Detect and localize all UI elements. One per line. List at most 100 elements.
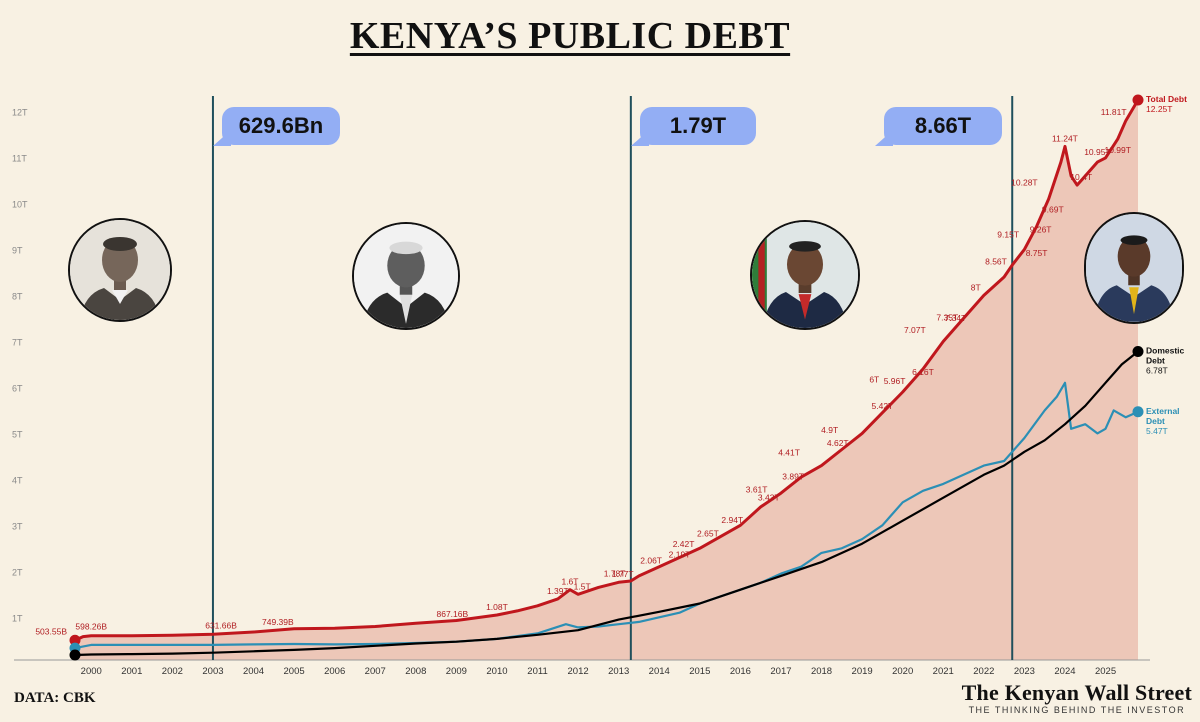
total-point-label: 2.42T (673, 539, 695, 549)
total-point-label: 6T (869, 374, 879, 384)
total-point-label: 10.95T (1084, 147, 1110, 157)
y-tick-label: 8T (12, 291, 23, 301)
total-point-label: 503.55B (35, 626, 67, 636)
y-tick-label: 11T (12, 153, 27, 163)
total-point-label: 1.08T (486, 602, 508, 612)
x-tick-label: 2005 (284, 666, 305, 677)
domestic-end-name: Debt (1146, 356, 1165, 366)
domestic-end-value: 6.78T (1146, 366, 1168, 376)
page-title: KENYA’S PUBLIC DEBT (0, 14, 1140, 58)
x-tick-label: 2012 (568, 666, 589, 677)
external-end-name: Debt (1146, 416, 1165, 426)
brand-logo: The Kenyan Wall Street THE THINKING BEHI… (962, 680, 1192, 715)
bubble-2: 1.79T (631, 107, 756, 146)
total-point-label: 3.43T (758, 493, 780, 503)
total-point-label: 3.89T (782, 471, 804, 481)
x-tick-label: 2001 (121, 666, 142, 677)
x-tick-label: 2014 (649, 666, 670, 677)
total-point-label: 8.75T (1026, 248, 1048, 258)
x-tick-label: 2018 (811, 666, 832, 677)
total-point-label: 2.94T (721, 515, 743, 525)
total-point-label: 1.39T (547, 586, 569, 596)
bubble-1-text: 629.6Bn (238, 113, 324, 138)
x-tick-label: 2015 (689, 666, 710, 677)
total-point-label: 8T (971, 282, 981, 292)
x-tick-label: 2019 (852, 666, 873, 677)
total-point-label: 6.16T (912, 367, 934, 377)
y-tick-label: 4T (12, 475, 23, 485)
total-point-label: 2.65T (697, 528, 719, 538)
total-point-label: 5.96T (884, 376, 906, 386)
domestic-end-name: Domestic (1146, 346, 1185, 356)
x-tick-label: 2002 (162, 666, 183, 677)
total-point-label: 598.26B (75, 622, 107, 632)
total-point-label: 4.62T (827, 438, 849, 448)
domestic-debt-line (74, 350, 1139, 657)
y-tick-label: 6T (12, 383, 23, 393)
data-source: DATA: CBK (14, 690, 96, 706)
total-point-label: 5.42T (872, 401, 894, 411)
portrait-3-icon (750, 220, 860, 330)
bubble-3: 8.66T (875, 107, 1002, 146)
total-end-marker (1132, 94, 1144, 106)
y-tick-label: 10T (12, 199, 28, 209)
total-point-label: 2.06T (640, 556, 662, 566)
bubble-3-text: 8.66T (914, 113, 972, 138)
x-tick-label: 2020 (892, 666, 913, 677)
total-point-label: 4.9T (821, 425, 838, 435)
total-point-label: 7.07T (904, 325, 926, 335)
total-point-label: 7.34T (945, 313, 967, 323)
domestic-end-marker (1132, 346, 1144, 358)
total-start-marker (69, 634, 81, 646)
bubble-2-text: 1.79T (669, 113, 727, 138)
total-point-label: 867.16B (436, 609, 468, 619)
total-debt-line (74, 99, 1140, 642)
x-tick-label: 2024 (1054, 666, 1075, 677)
portrait-1-icon (68, 218, 172, 322)
total-point-label: 1.78T (604, 568, 626, 578)
total-point-label: 10.99T (1104, 145, 1130, 155)
total-point-label: 9.69T (1042, 205, 1064, 215)
x-tick-label: 2010 (486, 666, 507, 677)
y-tick-label: 12T (12, 107, 28, 117)
x-tick-label: 2013 (608, 666, 629, 677)
external-end-name: External (1146, 406, 1180, 416)
x-tick-label: 2004 (243, 666, 264, 677)
brand-name: The Kenyan Wall Street (961, 680, 1192, 705)
total-point-label: 11.24T (1052, 133, 1078, 143)
y-tick-label: 2T (12, 567, 23, 577)
x-tick-label: 2008 (405, 666, 426, 677)
total-point-label: 631.66B (205, 620, 237, 630)
total-end-name: Total Debt (1146, 94, 1187, 104)
y-tick-label: 1T (12, 613, 23, 623)
total-point-label: 749.39B (262, 617, 294, 627)
total-point-label: 1.77T (612, 569, 634, 579)
total-point-label: 4.41T (778, 447, 800, 457)
y-tick-label: 3T (12, 521, 23, 531)
x-tick-label: 2007 (365, 666, 386, 677)
total-point-label: 3.61T (746, 484, 768, 494)
total-point-label: 2.19T (669, 550, 691, 560)
title-text: KENYA’S PUBLIC DEBT (349, 15, 791, 57)
y-tick-label: 5T (12, 429, 23, 439)
total-end-value: 12.25T (1146, 104, 1172, 114)
x-tick-label: 2016 (730, 666, 751, 677)
total-point-label: 1.5T (574, 581, 591, 591)
total-point-label: 11.81T (1101, 107, 1127, 117)
external-end-value: 5.47T (1146, 426, 1168, 436)
total-point-label: 9.15T (997, 230, 1019, 240)
total-debt-area (75, 100, 1138, 660)
x-tick-label: 2017 (770, 666, 791, 677)
y-tick-label: 9T (12, 245, 23, 255)
portrait-2-icon (352, 222, 460, 330)
domestic-start-marker (69, 649, 81, 661)
total-point-label: 10.28T (1011, 178, 1037, 188)
x-tick-label: 2023 (1014, 666, 1035, 677)
x-tick-label: 2006 (324, 666, 345, 677)
total-point-label: 7.35T (936, 312, 958, 322)
x-tick-label: 2003 (202, 666, 223, 677)
bubble-1: 629.6Bn (213, 107, 340, 146)
total-point-label: 1.6T (561, 577, 578, 587)
x-tick-label: 2025 (1095, 666, 1116, 677)
